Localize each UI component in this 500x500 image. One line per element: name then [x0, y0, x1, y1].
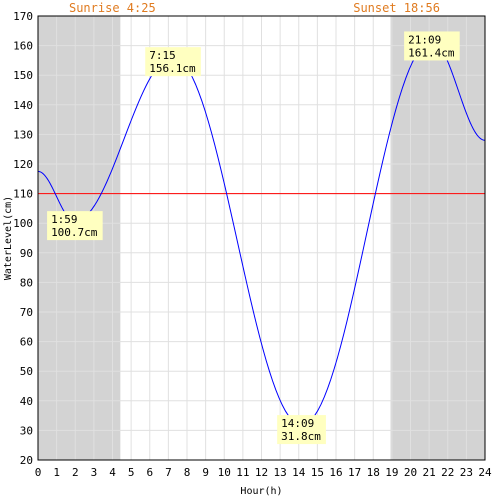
- annotation-box: [47, 211, 103, 241]
- annotation-value: 156.1cm: [149, 62, 196, 75]
- x-tick-label: 14: [292, 466, 306, 479]
- x-tick-label: 4: [109, 466, 116, 479]
- x-tick-label: 23: [460, 466, 473, 479]
- annotation-value: 100.7cm: [51, 226, 98, 239]
- x-axis-label: Hour(h): [240, 486, 282, 497]
- y-axis-label: WaterLevel(cm): [3, 196, 14, 280]
- x-tick-label: 2: [72, 466, 79, 479]
- annotation-time: 14:09: [281, 417, 314, 430]
- y-tick-label: 100: [13, 217, 33, 230]
- annotation-time: 21:09: [408, 33, 441, 46]
- x-tick-label: 20: [404, 466, 417, 479]
- x-tick-label: 6: [146, 466, 153, 479]
- annotation-time: 7:15: [149, 49, 176, 62]
- y-tick-label: 90: [20, 247, 33, 260]
- y-tick-label: 120: [13, 158, 33, 171]
- y-tick-label: 130: [13, 128, 33, 141]
- night-shading: [38, 16, 485, 460]
- x-tick-label: 1: [53, 466, 60, 479]
- x-tick-label: 24: [478, 466, 492, 479]
- x-tick-label: 0: [35, 466, 42, 479]
- night-after-sunset: [390, 16, 485, 460]
- x-tick-label: 22: [441, 466, 454, 479]
- annotation-box: [145, 47, 201, 77]
- x-tick-label: 21: [423, 466, 436, 479]
- y-tick-labels: 20 30 40 50 60 70 80 90 100 110 120 130 140 150 160 170: [13, 10, 33, 467]
- annotation-value: 161.4cm: [408, 46, 455, 59]
- y-tick-label: 30: [20, 424, 33, 437]
- y-tick-label: 40: [20, 395, 33, 408]
- y-tick-label: 70: [20, 306, 33, 319]
- x-tick-label: 18: [367, 466, 380, 479]
- y-tick-label: 50: [20, 365, 33, 378]
- x-tick-label: 9: [202, 466, 209, 479]
- sunset-label: Sunset 18:56: [353, 1, 440, 15]
- x-tick-label: 12: [255, 466, 268, 479]
- x-tick-label: 17: [348, 466, 361, 479]
- annotation-time: 1:59: [51, 213, 78, 226]
- x-tick-label: 7: [165, 466, 172, 479]
- x-tick-label: 8: [184, 466, 191, 479]
- x-tick-label: 5: [128, 466, 135, 479]
- y-tick-label: 20: [20, 454, 33, 467]
- y-tick-label: 150: [13, 69, 33, 82]
- y-tick-label: 160: [13, 40, 33, 53]
- x-tick-label: 15: [311, 466, 324, 479]
- y-tick-label: 140: [13, 99, 33, 112]
- x-tick-label: 3: [91, 466, 98, 479]
- annotation-value: 31.8cm: [281, 430, 321, 443]
- x-tick-labels: 0 1 2 3 4 5 6 7 8 9 10 11 12 13 14 15 16 17 18 19 20 21 22 23 24: [35, 466, 492, 479]
- y-tick-label: 80: [20, 276, 33, 289]
- x-tick-label: 16: [329, 466, 342, 479]
- annotation-box: [404, 31, 460, 61]
- y-tick-label: 60: [20, 336, 33, 349]
- x-tick-label: 10: [218, 466, 231, 479]
- x-tick-label: 13: [274, 466, 287, 479]
- y-tick-label: 110: [13, 188, 33, 201]
- annotation-box: [277, 415, 326, 445]
- y-tick-label: 170: [13, 10, 33, 23]
- sunrise-label: Sunrise 4:25: [69, 1, 156, 15]
- x-tick-label: 19: [385, 466, 398, 479]
- plot-border: [37, 15, 486, 461]
- x-tick-label: 11: [236, 466, 249, 479]
